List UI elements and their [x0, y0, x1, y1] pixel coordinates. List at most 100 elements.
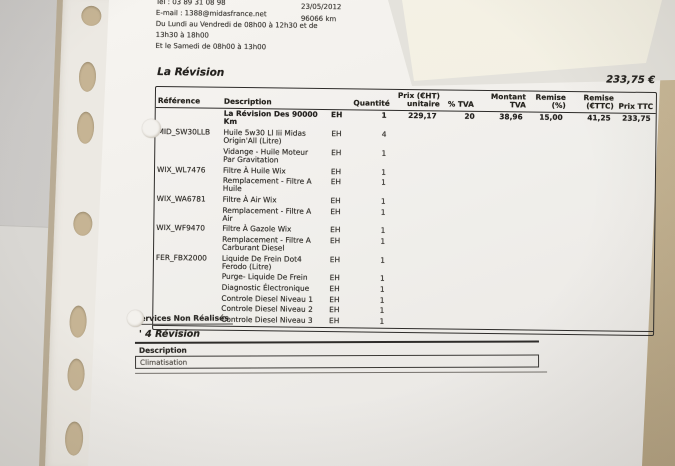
- cell-unit_price: [391, 167, 441, 170]
- column-header: [324, 105, 350, 109]
- column-header: Description: [223, 96, 272, 107]
- cell-discount_ttc: [566, 239, 614, 242]
- cell-ref: WIX_WL7476: [156, 164, 206, 175]
- cell-desc: Remplacement - Filtre A Huile: [222, 175, 312, 194]
- cell-price_ttc: [613, 298, 653, 301]
- cell-discount_pct: [527, 179, 567, 182]
- cell-discount_ttc: [567, 209, 615, 212]
- total-price: 233,75 €: [606, 74, 656, 87]
- cell-tva_pct: [439, 296, 477, 299]
- cell-discount_ttc: [566, 287, 614, 290]
- cell-price_ttc: [614, 239, 654, 242]
- cell-tva_amount: [477, 296, 525, 299]
- cell-unit: EH: [329, 273, 340, 283]
- column-header: Montant TVA: [490, 92, 526, 110]
- cell-qty: 1: [381, 110, 387, 120]
- cell-discount_ttc: [567, 199, 615, 202]
- services-subtitle: ' 4 Révision: [134, 327, 539, 344]
- cell-price_ttc: 233,75: [622, 113, 651, 124]
- cell-qty: 1: [380, 196, 386, 206]
- cell-unit: EH: [330, 195, 341, 206]
- table-body: La Révision Des 90000 Km EH 1 229,17 20 38,96…: [153, 108, 656, 330]
- cell-discount_ttc: [566, 276, 614, 279]
- cell-qty: 1: [380, 236, 386, 246]
- cell-tva_pct: [440, 285, 478, 288]
- hours-line-2: 13h30 à 18h00: [155, 30, 209, 40]
- cell-discount_pct: [527, 198, 567, 201]
- cell-discount_ttc: [567, 151, 615, 154]
- cell-price_ttc: [615, 132, 655, 135]
- column-header: Prix (€HT) unitaire: [397, 90, 441, 109]
- cell-unit_price: [390, 237, 440, 240]
- cell-ref: [153, 292, 219, 295]
- services-title: Services Non Réalisés: [134, 313, 233, 325]
- cell-ref: [154, 234, 220, 237]
- cell-price_ttc: [614, 277, 654, 280]
- cell-tva_pct: [440, 227, 478, 230]
- cell-qty: 4: [381, 129, 387, 139]
- cell-qty: 1: [380, 207, 386, 217]
- cell-unit_price: [392, 130, 442, 133]
- cell-ref: FER_FBX2000: [155, 252, 207, 263]
- cell-discount_pct: [527, 131, 567, 134]
- cell-ref: [154, 271, 220, 274]
- cell-ref: [154, 282, 220, 285]
- cell-desc: La Révision Des 90000 Km: [223, 108, 318, 127]
- cell-tva_amount: [478, 227, 526, 230]
- phone-line: Tél : 03 89 31 08 98: [156, 0, 226, 7]
- cell-ref: [155, 204, 221, 207]
- cell-qty: 1: [381, 177, 386, 187]
- cell-price_ttc: [615, 151, 655, 154]
- cell-tva_pct: [440, 256, 478, 259]
- cell-discount_ttc: [566, 257, 614, 260]
- cell-unit_price: [390, 274, 440, 277]
- cell-ref: MID_SW30LLB: [157, 126, 211, 137]
- cell-discount_pct: [527, 209, 567, 212]
- paper-punch-hole: [127, 310, 144, 327]
- cell-tva_pct: [441, 197, 479, 200]
- section-title: La Révision: [157, 65, 225, 79]
- cell-unit: EH: [331, 129, 342, 139]
- cell-unit_price: [391, 178, 441, 181]
- cell-ref: [156, 108, 222, 111]
- cell-ref: WIX_WF9470: [156, 223, 205, 233]
- cell-unit: EH: [330, 177, 342, 187]
- cell-tva_pct: [441, 149, 479, 152]
- cell-tva_amount: [479, 131, 527, 134]
- column-header: Quantité: [353, 98, 390, 108]
- cell-tva_amount: [479, 168, 527, 171]
- cell-discount_pct: [526, 286, 566, 289]
- cell-ref: [155, 146, 221, 149]
- cell-tva_pct: [442, 130, 480, 133]
- cell-tva_pct: [440, 275, 478, 278]
- cell-qty: 1: [380, 225, 386, 236]
- cell-desc: Liquide De Frein Dot4 Ferodo (Litre): [221, 253, 302, 272]
- cell-discount_ttc: [567, 169, 615, 172]
- services-section: Services Non Réalisés ' 4 Révision Descr…: [134, 304, 548, 374]
- cell-tva_amount: [479, 149, 527, 152]
- cell-qty: 1: [381, 148, 387, 158]
- column-header: % TVA: [447, 99, 474, 109]
- odometer-reading: 96066 km: [300, 14, 337, 24]
- cell-unit: EH: [330, 225, 341, 235]
- cell-tva_pct: [440, 237, 478, 240]
- cell-tva_amount: [478, 256, 526, 259]
- cell-tva_amount: [479, 208, 527, 211]
- services-items: Climatisation: [135, 354, 540, 369]
- cell-unit_price: [390, 285, 440, 288]
- cell-unit: EH: [329, 294, 340, 304]
- visit-date: 23/05/2012: [300, 2, 342, 12]
- email-line: E-mail : 1388@midasfrance.net: [155, 8, 267, 19]
- cell-discount_ttc: [567, 180, 615, 183]
- column-header: Remise (€TTC): [583, 93, 614, 111]
- service-item: Climatisation: [135, 354, 540, 369]
- cell-discount_ttc: [565, 297, 613, 300]
- cell-tva_pct: [441, 168, 479, 171]
- cell-unit_price: [391, 197, 441, 200]
- cell-unit: EH: [331, 147, 342, 157]
- services-bottom-rule: [135, 371, 548, 374]
- column-header: Référence: [157, 95, 201, 106]
- cell-unit_price: [390, 255, 440, 258]
- cell-tva_amount: 38,96: [499, 112, 523, 122]
